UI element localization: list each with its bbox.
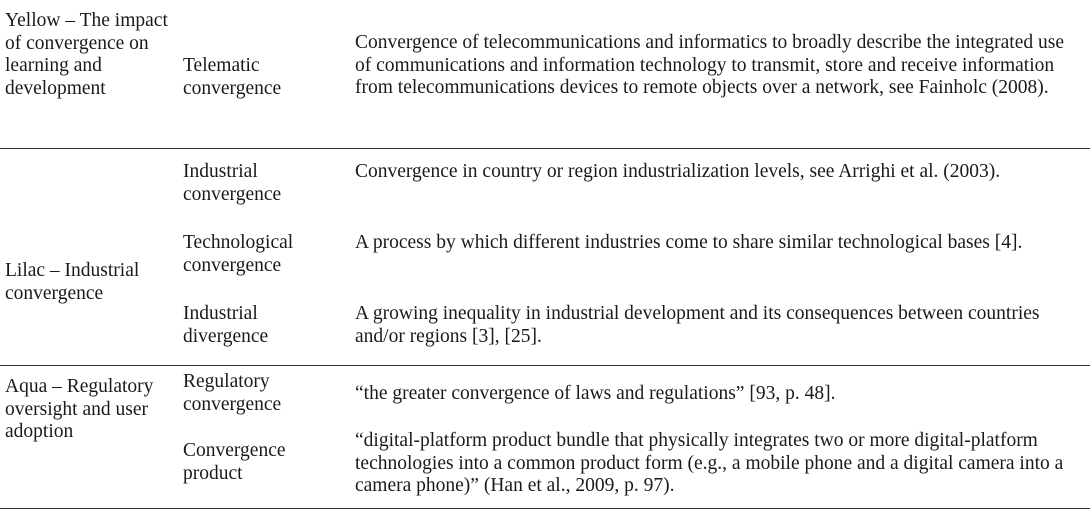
category-cell: Lilac – Industrial convergence bbox=[5, 260, 140, 304]
term-cell: Convergence product bbox=[183, 440, 286, 484]
term-cell: Technological convergence bbox=[183, 232, 294, 276]
term-cell: Regulatory convergence bbox=[183, 371, 282, 415]
table-group-aqua: Aqua – Regulatory oversight and user ado… bbox=[0, 366, 1090, 511]
term-cell: Telematic convergence bbox=[183, 55, 282, 99]
description-cell: Convergence in country or region industr… bbox=[355, 161, 1001, 182]
table-group-yellow: Yellow – The impact of convergence on le… bbox=[0, 0, 1090, 147]
description-cell: “the greater convergence of laws and reg… bbox=[355, 383, 836, 404]
table-group-lilac: Lilac – Industrial convergence Industria… bbox=[0, 149, 1090, 364]
description-cell: “digital-platform product bundle that ph… bbox=[355, 430, 1064, 496]
term-cell: Industrial divergence bbox=[183, 303, 269, 347]
term-cell: Industrial convergence bbox=[183, 161, 282, 205]
description-cell: Convergence of telecommunications and in… bbox=[355, 32, 1064, 98]
description-cell: A process by which different industries … bbox=[355, 232, 1023, 253]
category-cell: Yellow – The impact of convergence on le… bbox=[5, 10, 168, 99]
table-rule bbox=[0, 148, 1090, 149]
category-cell: Aqua – Regulatory oversight and user ado… bbox=[5, 376, 154, 442]
table-rule bbox=[0, 365, 1090, 366]
description-cell: A growing inequality in industrial devel… bbox=[355, 303, 1040, 347]
table-rule bbox=[0, 508, 1090, 509]
